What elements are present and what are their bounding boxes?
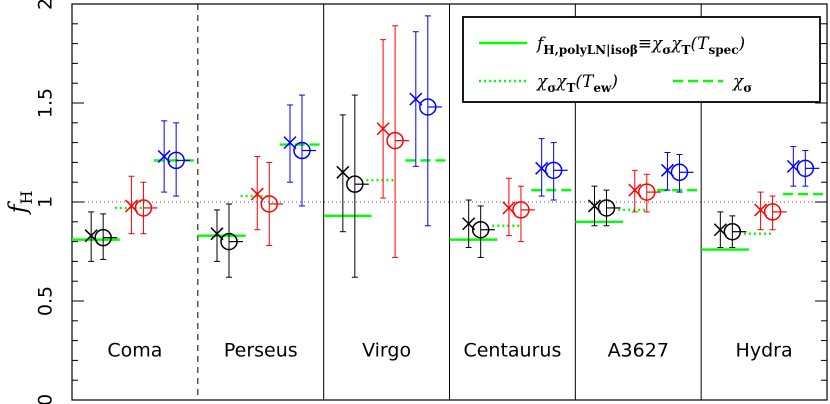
cross-marker xyxy=(157,149,171,163)
cluster-label: Coma xyxy=(107,339,162,361)
y-tick-label: 2 xyxy=(35,0,57,10)
y-tick-label: 0.5 xyxy=(35,286,57,316)
cross-marker xyxy=(462,217,476,231)
legend-subscript: σ xyxy=(547,81,556,95)
legend-text-part: χ xyxy=(555,72,568,92)
legend-text-part: f xyxy=(535,34,546,54)
legend-text-part: (T xyxy=(690,34,710,54)
y-tick-label: 0 xyxy=(35,394,57,404)
plot-frame xyxy=(71,3,828,401)
legend-subscript: spec xyxy=(708,43,738,57)
legend-box xyxy=(462,16,821,103)
cluster-label: A3627 xyxy=(608,339,669,361)
cross-marker xyxy=(502,201,516,215)
y-axis-label-sub: H xyxy=(17,191,36,205)
cross-marker xyxy=(786,159,800,173)
legend-text-part: χ xyxy=(732,72,745,92)
cross-marker xyxy=(84,229,98,243)
cross-marker xyxy=(660,163,675,177)
y-tick-label: 1 xyxy=(35,196,57,208)
legend-entry-solid: fH,polyLN|isoβ​≡χσ​χT​(Tspec​) xyxy=(535,34,745,57)
cross-marker xyxy=(713,223,727,237)
legend-subscript: H,polyLN|isoβ xyxy=(543,43,638,57)
cross-marker xyxy=(587,199,602,213)
legend-text-part: ) xyxy=(610,72,618,92)
cross-marker xyxy=(283,136,297,150)
legend-subscript: σ xyxy=(743,81,752,95)
y-tick-label: 1.5 xyxy=(35,88,57,118)
cross-marker xyxy=(250,187,264,201)
cluster-label: Hydra xyxy=(736,339,793,361)
legend-entry-dashed: χσ​ xyxy=(732,72,752,95)
legend-text-part: χ xyxy=(536,72,549,92)
cluster-label: Centaurus xyxy=(463,339,561,361)
legend-subscript: T xyxy=(682,43,691,57)
cross-marker xyxy=(210,227,224,241)
y-axis-label: fH xyxy=(4,191,36,216)
legend-entry-dotted: χσ​χT​(Tew​) xyxy=(536,72,618,95)
legend-text-part: (T xyxy=(575,72,595,92)
cross-marker xyxy=(124,199,138,213)
legend-text-part: χ xyxy=(670,34,683,54)
cross-marker xyxy=(535,161,549,175)
cross-marker xyxy=(336,165,350,179)
cross-marker xyxy=(409,92,423,106)
cluster-label: Virgo xyxy=(362,339,411,361)
cross-marker xyxy=(628,183,642,197)
cross-marker xyxy=(376,122,390,136)
cluster-label: Perseus xyxy=(224,339,298,361)
legend-text-part: ) xyxy=(738,34,746,54)
cross-marker xyxy=(754,203,768,217)
legend-subscript: T xyxy=(566,81,575,95)
legend: fH,polyLN|isoβ​≡χσ​χT​(Tspec​) χσ​χT​(Tew… xyxy=(462,16,821,103)
legend-subscript: ew xyxy=(593,81,612,95)
legend-text-part: ≡χ xyxy=(638,34,664,54)
legend-subscript: σ xyxy=(662,43,671,57)
data-marks xyxy=(72,15,827,278)
